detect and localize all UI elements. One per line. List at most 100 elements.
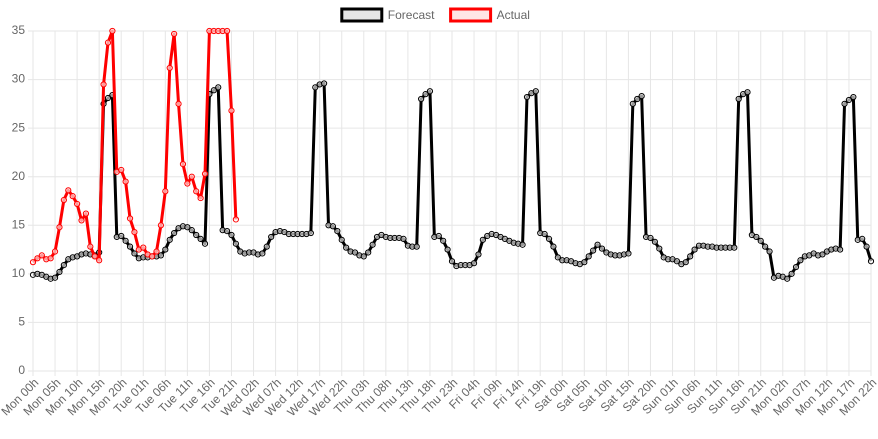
data-point [38,252,45,259]
data-point [784,275,791,282]
data-point [210,87,217,94]
data-point [867,258,875,265]
data-point [360,253,367,260]
data-point [184,180,191,187]
data-point [475,251,482,258]
data-point [268,233,275,241]
data-point [56,268,63,276]
data-point [334,228,341,235]
data-point [788,270,795,277]
legend-label: Actual [497,8,530,22]
data-point [74,200,81,208]
data-point [634,95,641,103]
data-point [166,236,173,243]
data-point [193,188,200,195]
data-point [444,246,451,253]
data-point [122,178,129,185]
data-point [140,244,147,251]
data-point [585,253,592,260]
y-tick-label: 10 [12,266,26,280]
data-point [532,88,539,95]
data-point [541,230,548,238]
data-point [179,160,187,168]
data-point [365,249,372,256]
data-point [171,229,178,237]
data-point [418,95,425,103]
data-point [82,210,90,217]
data-point [131,250,138,257]
data-point [629,100,636,107]
data-point [320,80,328,87]
data-point [153,248,160,255]
data-point [797,257,804,264]
data-point [581,259,588,266]
data-point [845,96,853,104]
data-point [757,237,764,244]
y-tick-label: 30 [12,72,26,86]
data-point [47,255,54,262]
data-point [131,228,138,236]
data-point [100,81,107,88]
data-point [60,262,67,269]
data-point [819,251,826,258]
data-point [691,246,698,253]
data-point [109,27,116,35]
data-point [188,173,195,180]
y-tick-label: 15 [12,217,26,231]
data-point [554,254,561,261]
data-point [232,240,239,247]
data-point [162,188,169,195]
legend-label: Forecast [388,8,435,22]
data-point [65,187,72,194]
data-point [56,224,63,231]
data-point [422,91,429,98]
data-point [51,248,59,255]
data-point [184,224,191,231]
data-point [312,84,319,91]
data-point [687,253,694,260]
data-point [766,248,773,255]
data-point [413,243,420,250]
data-point [263,243,270,250]
data-point [69,193,76,200]
data-point [223,228,231,235]
data-point [60,196,67,204]
data-point [440,237,447,244]
data-point [223,27,231,35]
data-point [148,253,156,260]
data-point [188,227,195,234]
data-point [259,250,266,257]
data-point [682,259,689,266]
data-point [598,245,606,252]
data-point [201,240,209,247]
data-point [850,93,857,101]
data-point [118,166,125,174]
data-point [753,233,760,241]
y-tick-label: 5 [18,315,25,329]
data-point [731,244,738,251]
data-point [638,92,645,100]
y-tick-label: 25 [12,120,26,134]
data-point [594,241,601,248]
legend-swatch [449,7,493,23]
data-point [343,244,350,251]
data-point [171,30,178,38]
data-point [435,232,442,240]
data-point [193,231,200,239]
data-point [232,216,239,223]
data-point [197,194,204,202]
legend-swatch [340,7,384,23]
data-point [78,217,85,224]
data-point [400,235,407,242]
data-point [201,170,209,177]
data-point [34,255,41,262]
data-point [863,243,870,250]
data-point [118,232,125,240]
data-point [228,231,235,239]
data-point [479,236,486,243]
data-point [126,243,134,250]
data-point [523,93,531,101]
data-point [91,253,98,260]
